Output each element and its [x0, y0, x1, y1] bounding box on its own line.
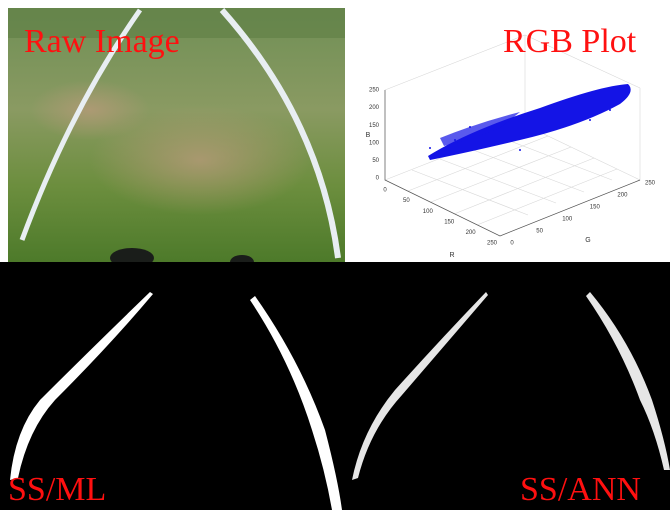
tick-label: 150	[369, 123, 380, 129]
tick-label: 100	[369, 140, 380, 146]
page: Raw Image B R G RGB Plot 0 50 100 150 200 250…	[0, 0, 670, 510]
figure: Raw Image B R G RGB Plot 0 50 100 150 200 250…	[0, 0, 670, 510]
tick-label: 150	[444, 219, 455, 225]
tick-label: 50	[403, 198, 410, 204]
tick-label: 150	[590, 205, 601, 211]
raw-image: Raw Image	[8, 8, 345, 269]
tick-label: 100	[562, 217, 573, 223]
rgb-plot: B R G RGB Plot 0 50 100 150 200 250 0 50 100 150 2…	[366, 23, 656, 259]
ss-ml-panel: SS/ML	[0, 262, 345, 510]
tick-label: 200	[369, 105, 380, 111]
axis-label: R	[449, 252, 454, 259]
ss-ann-panel: SS/ANN	[345, 262, 670, 510]
tick-label: 250	[369, 88, 380, 94]
tick-label: 250	[645, 181, 656, 187]
tick-label: 0	[383, 188, 387, 194]
tick-label: 200	[466, 230, 477, 236]
panel-label: SS/ML	[8, 471, 106, 508]
tick-label: 200	[617, 193, 628, 199]
tick-label: 50	[372, 158, 379, 164]
axis-label: G	[585, 237, 590, 244]
panel-label: SS/ANN	[520, 471, 641, 508]
panel-label: Raw Image	[24, 23, 180, 60]
tick-label: 0	[376, 176, 380, 182]
tick-label: 0	[510, 241, 514, 247]
panel-label: RGB Plot	[503, 23, 637, 60]
tick-label: 50	[536, 229, 543, 235]
axis-label: B	[366, 132, 371, 139]
tick-label: 100	[423, 209, 434, 215]
tick-label: 250	[487, 241, 498, 247]
